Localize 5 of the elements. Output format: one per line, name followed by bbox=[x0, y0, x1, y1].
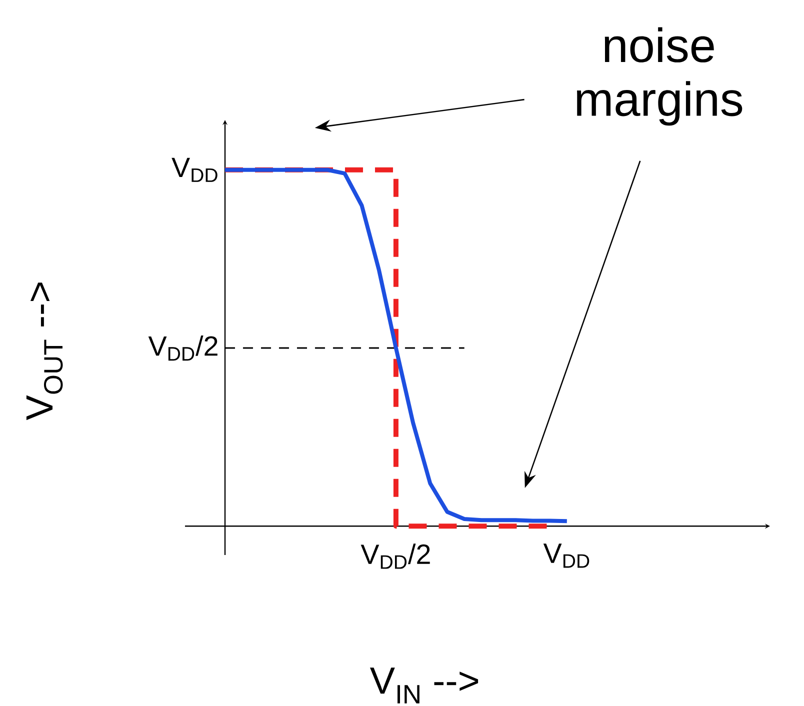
text: noise margins bbox=[576, 27, 742, 126]
annotation: V$_{DD}$ bbox=[172, 158, 218, 182]
x-axis-title: V$_{IN}$ --> bbox=[370, 668, 478, 704]
annotation: V$_{DD}$/2 bbox=[148, 335, 218, 361]
y-axis-title: V$_{OUT}$ --> bbox=[26, 282, 63, 420]
